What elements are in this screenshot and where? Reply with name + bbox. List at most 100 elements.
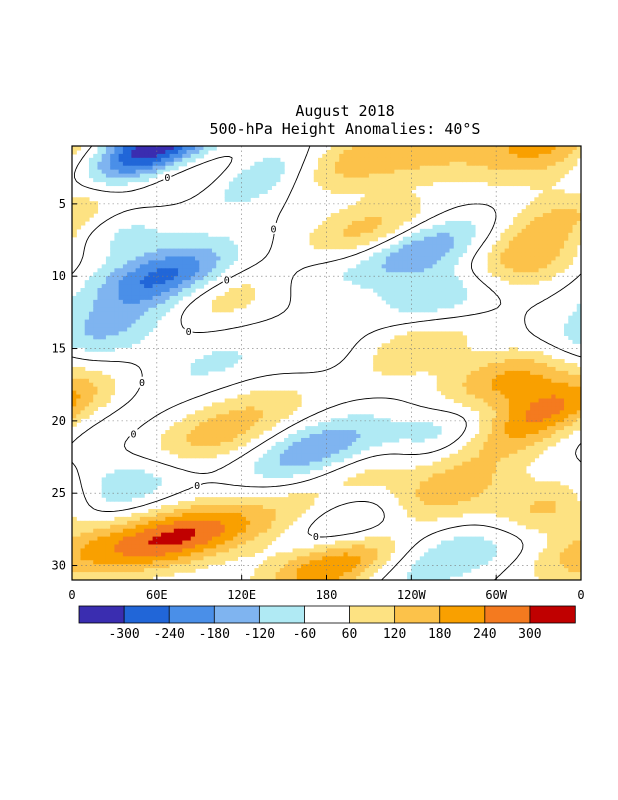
field-cell (551, 181, 557, 187)
field-cell (88, 410, 94, 415)
field-cell (279, 461, 285, 467)
field-cell (462, 351, 468, 356)
field-cell (301, 437, 306, 443)
field-cell (508, 224, 514, 230)
field-cell (542, 434, 548, 439)
field-cell (483, 449, 489, 455)
field-cell (534, 236, 540, 242)
field-cell (555, 173, 561, 179)
field-cell (496, 149, 502, 155)
field-cell (237, 422, 243, 427)
field-cell (394, 351, 400, 356)
field-cell (144, 157, 149, 163)
field-cell (419, 481, 425, 486)
field-cell (364, 481, 370, 486)
field-cell (296, 449, 302, 455)
field-cell (118, 489, 124, 494)
field-cell (262, 398, 268, 404)
field-cell (462, 146, 468, 151)
field-cell (576, 382, 581, 388)
field-cell (385, 276, 391, 281)
field-cell (483, 453, 489, 459)
field-cell (305, 469, 311, 475)
field-cell (394, 339, 400, 344)
field-cell (542, 355, 548, 360)
field-cell (368, 197, 374, 202)
field-cell (284, 414, 289, 419)
field-cell (407, 481, 412, 486)
field-cell (267, 398, 272, 404)
field-cell (292, 398, 298, 404)
field-cell (97, 276, 103, 281)
field-cell (156, 311, 162, 317)
field-cell (415, 299, 421, 305)
field-cell (441, 382, 446, 388)
field-cell (351, 228, 357, 234)
field-cell (424, 355, 429, 360)
field-cell (165, 299, 171, 305)
field-cell (517, 449, 523, 455)
field-cell (139, 177, 145, 183)
field-cell (182, 272, 188, 277)
field-cell (110, 343, 116, 348)
field-cell (530, 374, 535, 380)
field-cell (428, 347, 434, 352)
field-cell (288, 390, 294, 396)
field-cell (356, 201, 362, 206)
field-cell (80, 414, 86, 419)
field-cell (343, 213, 349, 218)
field-cell (292, 469, 298, 475)
field-cell (530, 422, 535, 427)
field-cell (97, 291, 103, 297)
field-cell (415, 240, 421, 246)
field-cell (513, 402, 518, 407)
field-cell (216, 264, 222, 269)
field-cell (216, 418, 222, 423)
field-cell (110, 161, 116, 167)
field-cell (207, 445, 213, 451)
field-cell (220, 256, 226, 262)
field-cell (178, 146, 183, 151)
field-cell (390, 272, 395, 277)
field-cell (398, 276, 404, 281)
field-cell (165, 307, 171, 313)
field-cell (203, 240, 209, 246)
field-cell (474, 161, 480, 167)
field-cell (453, 228, 459, 234)
field-cell (292, 437, 298, 443)
field-cell (525, 390, 531, 396)
field-cell (424, 149, 429, 155)
field-cell (339, 441, 345, 447)
field-cell (326, 181, 332, 187)
field-cell (424, 161, 429, 167)
field-cell (530, 272, 535, 277)
field-cell (576, 213, 581, 218)
field-cell (483, 469, 489, 475)
field-cell (275, 461, 281, 467)
field-cell (373, 469, 378, 475)
field-cell (398, 185, 404, 190)
field-cell (407, 193, 412, 198)
field-cell (186, 434, 192, 439)
field-cell (173, 299, 179, 305)
field-cell (250, 418, 255, 423)
field-cell (547, 422, 552, 427)
field-cell (534, 280, 540, 285)
field-cell (288, 406, 294, 411)
field-cell (504, 181, 510, 187)
field-cell (428, 343, 434, 348)
field-cell (572, 232, 578, 238)
field-cell (262, 402, 268, 407)
field-cell (517, 410, 523, 415)
field-cell (432, 244, 438, 250)
field-cell (385, 248, 391, 254)
field-cell (118, 146, 124, 151)
field-cell (267, 422, 272, 427)
field-cell (224, 410, 230, 415)
field-cell (156, 260, 162, 265)
field-cell (190, 449, 196, 455)
field-cell (385, 359, 391, 364)
field-cell (237, 414, 243, 419)
field-cell (462, 457, 468, 463)
field-cell (398, 359, 404, 364)
